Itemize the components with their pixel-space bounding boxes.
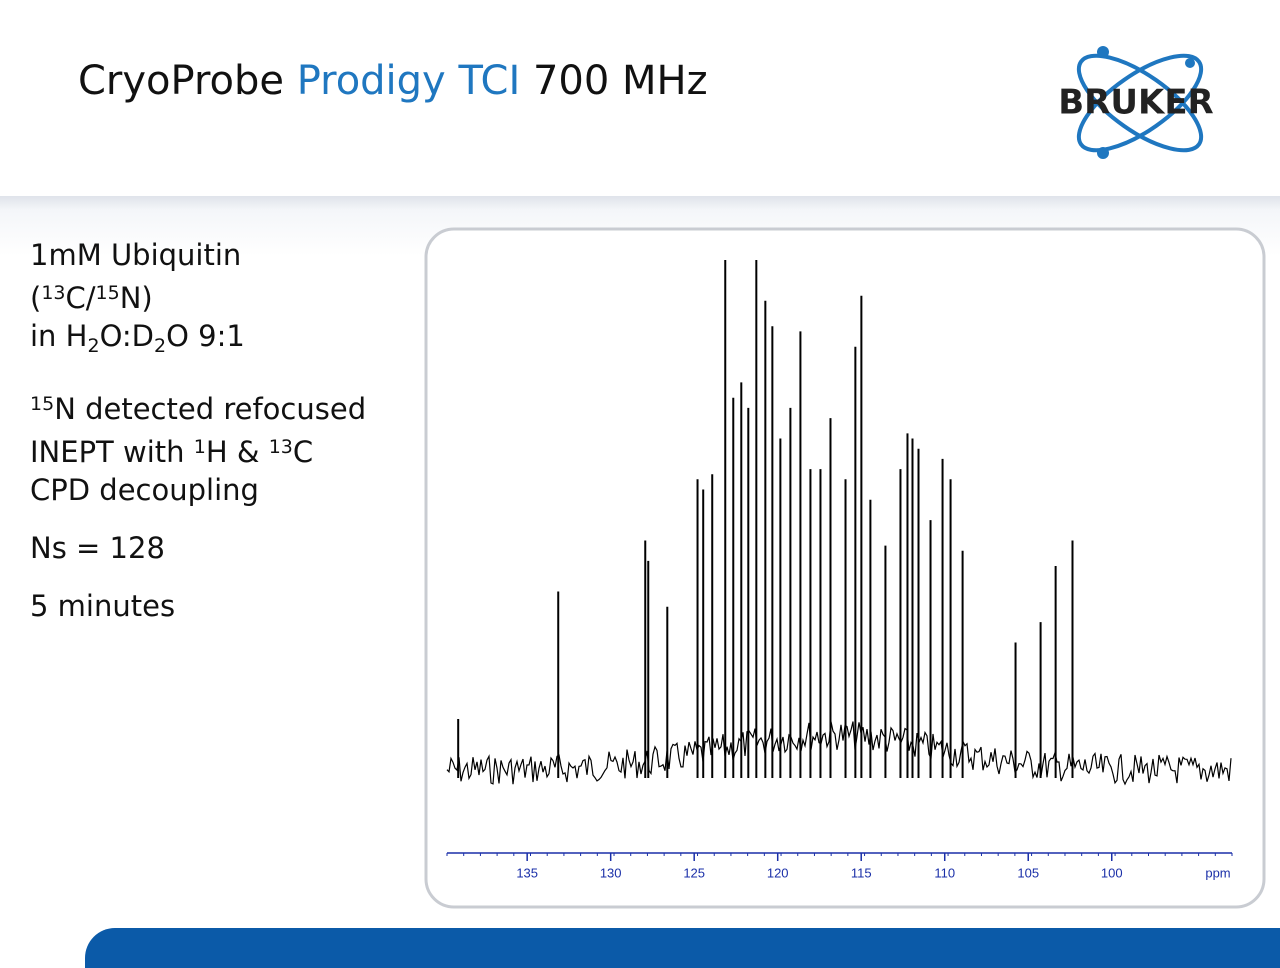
- logo: BRUKER: [1058, 46, 1214, 159]
- note-text: 13: [268, 436, 293, 458]
- note-line: INEPT with 1H & 13C: [30, 428, 366, 471]
- title-part: CryoProbe: [78, 58, 297, 104]
- note-text: C: [292, 435, 314, 469]
- logo-dot: [1185, 58, 1195, 68]
- note-text: H &: [205, 435, 269, 469]
- note-line: (13C/15N): [30, 274, 366, 317]
- note-line: Ns = 128: [30, 529, 366, 567]
- note-text: 1mM Ubiquitin: [30, 238, 242, 272]
- note-paragraph: 5 minutes: [30, 587, 366, 625]
- note-text: 15: [30, 393, 55, 415]
- note-text: CPD decoupling: [30, 473, 259, 507]
- logo-orbit: [1076, 53, 1204, 153]
- x-tick-label: 125: [683, 865, 705, 880]
- x-tick-label: 105: [1017, 865, 1039, 880]
- note-text: INEPT with: [30, 435, 194, 469]
- note-text: Ns = 128: [30, 531, 165, 565]
- baseline-noise: [446, 721, 1232, 786]
- note-text: 15: [95, 282, 120, 304]
- x-tick-label: 115: [851, 865, 872, 880]
- x-tick-label: 130: [600, 865, 622, 880]
- logo-text: BRUKER: [1058, 83, 1213, 123]
- x-axis-label: ppm: [1205, 865, 1230, 880]
- x-tick-label: 100: [1101, 865, 1123, 880]
- x-tick-label: 120: [767, 865, 789, 880]
- slide-title: CryoProbe Prodigy TCI 700 MHz: [78, 58, 708, 104]
- note-text: 13: [41, 282, 66, 304]
- note-text: O 9:1: [166, 319, 245, 353]
- note-line: CPD decoupling: [30, 471, 366, 509]
- note-paragraph: 15N detected refocused INEPT with 1H & 13…: [30, 385, 366, 509]
- logo-dot: [1097, 46, 1109, 58]
- x-tick-label: 110: [934, 865, 955, 880]
- logo-dot: [1097, 147, 1109, 159]
- title-part: 700 MHz: [520, 58, 708, 104]
- x-tick-label: 135: [516, 865, 538, 880]
- title-highlight: Prodigy TCI: [296, 58, 521, 104]
- note-line: in H2O:D2O 9:1: [30, 317, 366, 365]
- note-text: N): [119, 281, 153, 315]
- logo-orbit: [1076, 53, 1204, 153]
- note-line: 5 minutes: [30, 587, 366, 625]
- note-paragraph: Ns = 128: [30, 529, 366, 567]
- note-text: 2: [87, 335, 100, 357]
- note-line: 15N detected refocused: [30, 385, 366, 428]
- note-text: 5 minutes: [30, 589, 176, 623]
- note-paragraph: 1mM Ubiquitin (13C/15N) in H2O:D2O 9:1: [30, 236, 366, 365]
- note-text: 1: [193, 436, 206, 458]
- note-text: (: [30, 281, 42, 315]
- note-text: O:D: [99, 319, 154, 353]
- note-text: N detected refocused: [54, 392, 367, 426]
- note-text: C/: [65, 281, 96, 315]
- note-line: 1mM Ubiquitin: [30, 236, 366, 274]
- note-text: 2: [153, 335, 167, 357]
- notes: 1mM Ubiquitin (13C/15N) in H2O:D2O 9:1 15N …: [30, 236, 366, 645]
- note-text: in H: [30, 319, 88, 353]
